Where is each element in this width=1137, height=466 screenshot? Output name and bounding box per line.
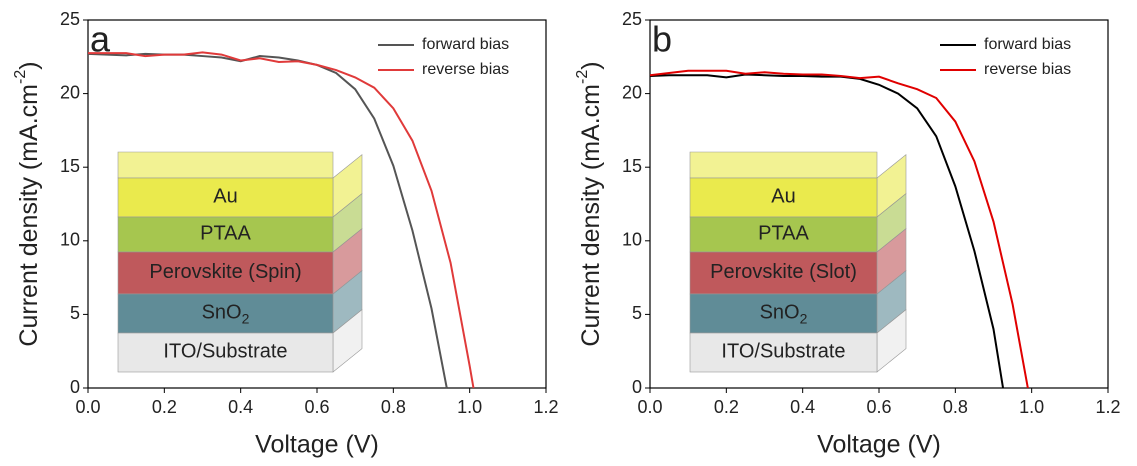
- y-axis-label-end: ): [577, 61, 605, 69]
- panel-label: b: [652, 19, 672, 60]
- y-tick-label: 5: [632, 303, 642, 323]
- layer-label-text: Perovskite (Slot): [710, 261, 857, 283]
- layer: [689, 251, 878, 295]
- layer-label: Au: [213, 186, 237, 208]
- layer-label-text: Au: [213, 186, 237, 208]
- y-tick-label: 15: [622, 156, 642, 176]
- y-tick-label: 5: [70, 303, 80, 323]
- layer-label-text: PTAA: [758, 223, 809, 245]
- y-axis-label: Current density (mA.cm-2): [12, 61, 42, 346]
- data-line: [649, 73, 1005, 389]
- layer: [689, 332, 878, 373]
- layer-label: Perovskite (Spin): [149, 261, 301, 283]
- layer-label-text: PTAA: [200, 223, 251, 245]
- legend-label: reverse bias: [422, 61, 509, 78]
- y-tick-label: 10: [60, 230, 80, 250]
- layer: [117, 332, 334, 373]
- y-axis-label-text: Current density (mA.cm: [577, 84, 605, 347]
- data-line: [649, 69, 1029, 389]
- data-line: [88, 51, 475, 389]
- y-tick-label: 10: [622, 230, 642, 250]
- x-tick-label: 0.6: [866, 397, 891, 417]
- legend-label: reverse bias: [984, 61, 1071, 78]
- layer: [117, 293, 334, 334]
- inset-diagram: Au PTAA Perovskite (Spin) SnO2 ITO/Substrate: [117, 151, 363, 373]
- y-tick-label: 20: [622, 82, 642, 102]
- layer-label-sub: 2: [800, 310, 808, 326]
- x-tick-label: 0.4: [790, 397, 815, 417]
- layer-label-text: Au: [771, 186, 795, 208]
- layer: [689, 177, 878, 218]
- layer-top: [117, 151, 334, 179]
- layer-label-text: ITO/Substrate: [721, 341, 845, 363]
- x-tick-label: 1.2: [533, 397, 558, 417]
- x-tick-label: 0.6: [304, 397, 329, 417]
- layer-label: Perovskite (Slot): [710, 261, 857, 283]
- y-tick-label: 25: [60, 9, 80, 29]
- x-tick-label: 1.0: [457, 397, 482, 417]
- y-tick-label: 0: [70, 377, 80, 397]
- layer-label-text: SnO: [760, 302, 800, 324]
- y-axis-label-sup: -2: [12, 70, 29, 84]
- layer-label-text: Perovskite (Spin): [149, 261, 301, 283]
- x-tick-label: 0.2: [152, 397, 177, 417]
- x-tick-label: 0.4: [228, 397, 253, 417]
- y-tick-label: 25: [622, 9, 642, 29]
- layer: [117, 251, 334, 295]
- x-tick-label: 0.0: [75, 397, 100, 417]
- y-axis-label-text: Current density (mA.cm: [15, 84, 43, 347]
- x-axis-label: Voltage (V): [255, 431, 379, 459]
- layer-label: ITO/Substrate: [721, 341, 845, 363]
- y-axis-label-end: ): [15, 61, 43, 69]
- layer-label: SnO2: [202, 302, 250, 326]
- panel-label: a: [90, 19, 111, 60]
- layer: [689, 293, 878, 334]
- y-tick-label: 20: [60, 82, 80, 102]
- layer-label: PTAA: [758, 223, 809, 245]
- y-axis-label-sup: -2: [574, 70, 591, 84]
- data-line: [87, 52, 448, 389]
- x-tick-label: 0.2: [714, 397, 739, 417]
- layer: [117, 177, 334, 218]
- y-tick-label: 0: [632, 377, 642, 397]
- x-tick-label: 1.2: [1095, 397, 1120, 417]
- layer-label: SnO2: [760, 302, 808, 326]
- x-tick-label: 0.0: [637, 397, 662, 417]
- legend-label: forward bias: [984, 36, 1071, 53]
- x-tick-label: 0.8: [381, 397, 406, 417]
- legend-label: forward bias: [422, 36, 509, 53]
- layer-label-text: SnO: [202, 302, 242, 324]
- y-axis-label: Current density (mA.cm-2): [574, 61, 604, 346]
- chart-panel: Au PTAA Perovskite (Spin) SnO2 ITO/Substrate…: [12, 9, 558, 459]
- x-tick-label: 0.8: [943, 397, 968, 417]
- layer-label-text: ITO/Substrate: [163, 341, 287, 363]
- layer-label-sub: 2: [242, 310, 250, 326]
- layer-label: ITO/Substrate: [163, 341, 287, 363]
- x-axis-label: Voltage (V): [817, 431, 941, 459]
- layer-label: PTAA: [200, 223, 251, 245]
- layer: [689, 216, 878, 253]
- layer-top: [689, 151, 878, 179]
- chart-panel: Au PTAA Perovskite (Slot) SnO2 ITO/Substrate…: [574, 9, 1120, 459]
- y-tick-label: 15: [60, 156, 80, 176]
- inset-diagram: Au PTAA Perovskite (Slot) SnO2 ITO/Substrate: [689, 151, 907, 373]
- x-tick-label: 1.0: [1019, 397, 1044, 417]
- layer-label: Au: [771, 186, 795, 208]
